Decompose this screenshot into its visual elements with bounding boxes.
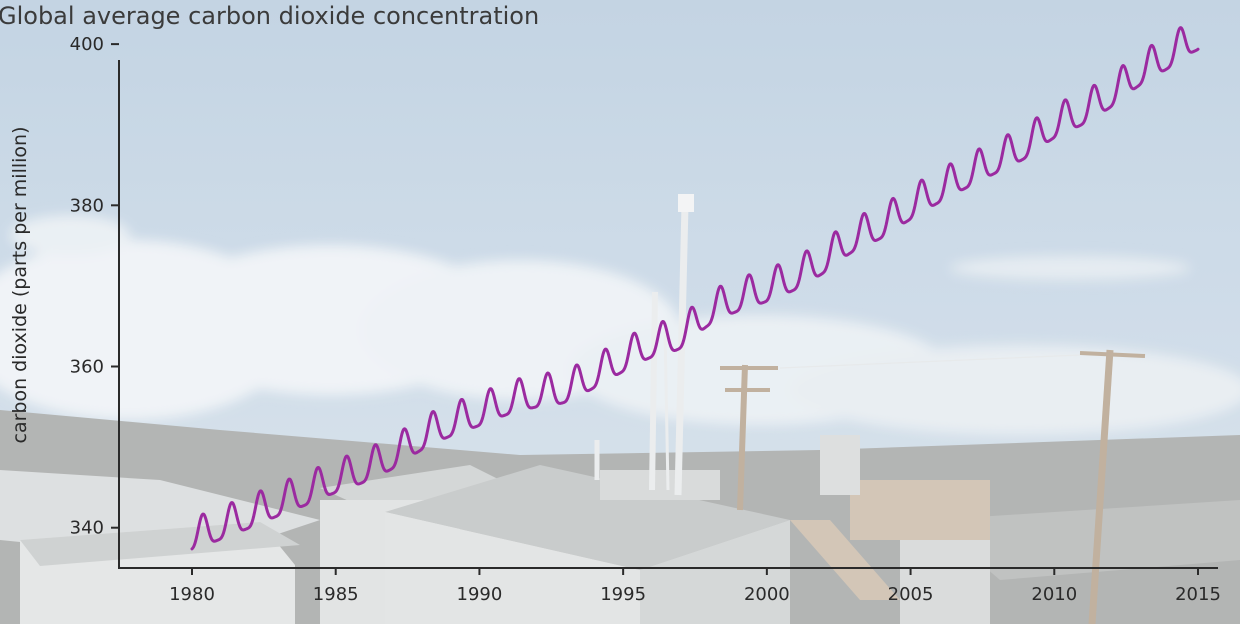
x-tick-label: 2015 (1175, 584, 1221, 605)
y-tick-label: 360 (70, 357, 104, 378)
y-tick-label: 380 (70, 195, 104, 216)
chart-title: Global average carbon dioxide concentrat… (0, 2, 540, 30)
y-axis-ticks: 340 360 380 400 (70, 34, 119, 539)
lava-field (930, 500, 1240, 580)
x-tick-label: 2005 (888, 584, 934, 605)
x-axis-ticks: 1980 1985 1990 1995 2000 2005 2010 2015 (169, 568, 1221, 605)
x-tick-label: 1995 (600, 584, 646, 605)
x-tick-label: 1990 (457, 584, 503, 605)
x-tick-label: 2010 (1031, 584, 1077, 605)
x-tick-label: 2000 (744, 584, 790, 605)
observatory-buildings (20, 435, 990, 624)
cloud-bank (0, 215, 1240, 435)
co2-series-line (190, 26, 1200, 551)
y-tick-label: 400 (70, 34, 104, 55)
y-tick-label: 340 (70, 518, 104, 539)
x-tick-label: 1985 (313, 584, 359, 605)
utility-poles (720, 349, 1146, 624)
x-tick-label: 1980 (169, 584, 215, 605)
antenna-masts (594, 194, 694, 496)
y-axis-label: carbon dioxide (parts per million) (9, 127, 31, 444)
